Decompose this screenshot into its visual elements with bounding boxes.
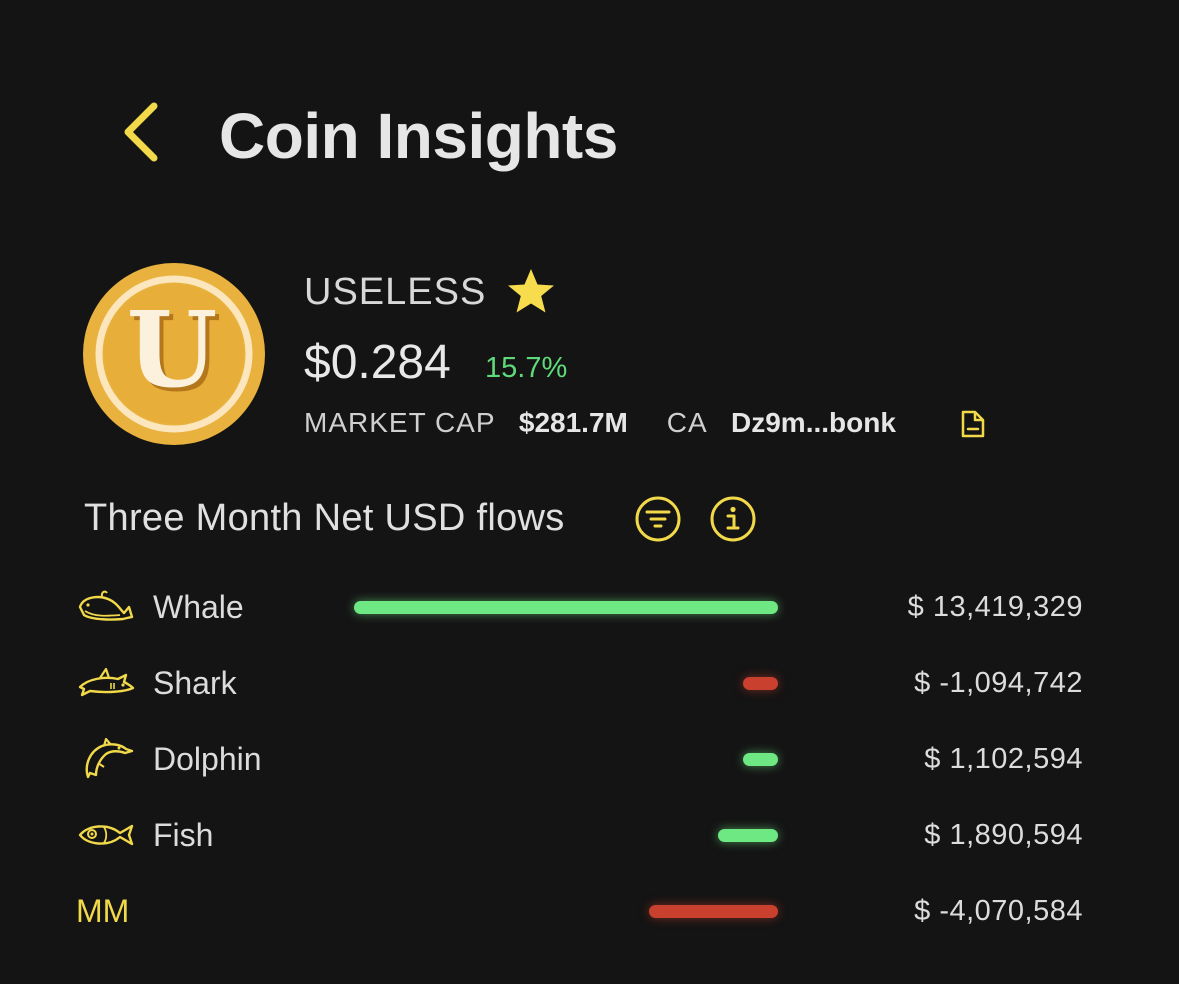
flow-value: $ 13,419,329: [907, 591, 1083, 623]
shark-icon: [78, 667, 135, 697]
filter-icon[interactable]: [634, 495, 682, 543]
favorite-star-icon[interactable]: [505, 266, 557, 316]
coin-logo-letter: U: [131, 292, 222, 415]
dolphin-icon: [85, 737, 134, 779]
flow-row-fish[interactable]: Fish $ 1,890,594: [0, 805, 1179, 865]
contract-label: CA: [666, 407, 708, 438]
flow-label: Dolphin: [153, 741, 262, 777]
flow-bar: [743, 753, 778, 766]
flow-label: Fish: [153, 817, 214, 853]
header: Coin Insights: [0, 0, 1179, 230]
whale-icon: [78, 590, 134, 621]
contract-address[interactable]: Dz9m...bonk: [731, 407, 896, 438]
flow-row-dolphin[interactable]: Dolphin $ 1,102,594: [0, 729, 1179, 789]
flow-row-shark[interactable]: Shark $ -1,094,742: [0, 653, 1179, 713]
back-button[interactable]: [112, 96, 176, 168]
coin-name: USELESS: [304, 271, 487, 313]
coin-logo: U U: [82, 262, 266, 446]
price-change: 15.7%: [485, 352, 568, 384]
flow-bar: [649, 905, 778, 918]
flow-label: MM: [76, 893, 130, 929]
coin-meta: MARKET CAP $281.7M CA Dz9m...bonk: [304, 404, 896, 442]
flow-label: Whale: [153, 589, 244, 625]
fish-icon: [78, 824, 134, 846]
flows-title: Three Month Net USD flows: [84, 497, 565, 539]
flow-value: $ 1,102,594: [924, 743, 1083, 775]
copy-icon[interactable]: [960, 409, 986, 439]
coin-price: $0.284: [304, 336, 451, 389]
flow-row-whale[interactable]: Whale $ 13,419,329: [0, 577, 1179, 637]
flow-bar: [354, 601, 778, 614]
market-cap-value: $281.7M: [518, 407, 628, 438]
flow-row-mm[interactable]: MM $ -4,070,584: [0, 881, 1179, 941]
flow-value: $ 1,890,594: [924, 819, 1083, 851]
flow-bar: [718, 829, 778, 842]
chevron-left-icon: [124, 102, 158, 162]
page-title: Coin Insights: [219, 100, 618, 172]
info-icon[interactable]: [709, 495, 757, 543]
flow-label: Shark: [153, 665, 237, 701]
svg-text:U: U: [127, 288, 218, 411]
market-cap-label: MARKET CAP: [304, 407, 496, 438]
flow-value: $ -4,070,584: [914, 895, 1083, 927]
flow-bar: [743, 677, 778, 690]
flow-value: $ -1,094,742: [914, 667, 1083, 699]
